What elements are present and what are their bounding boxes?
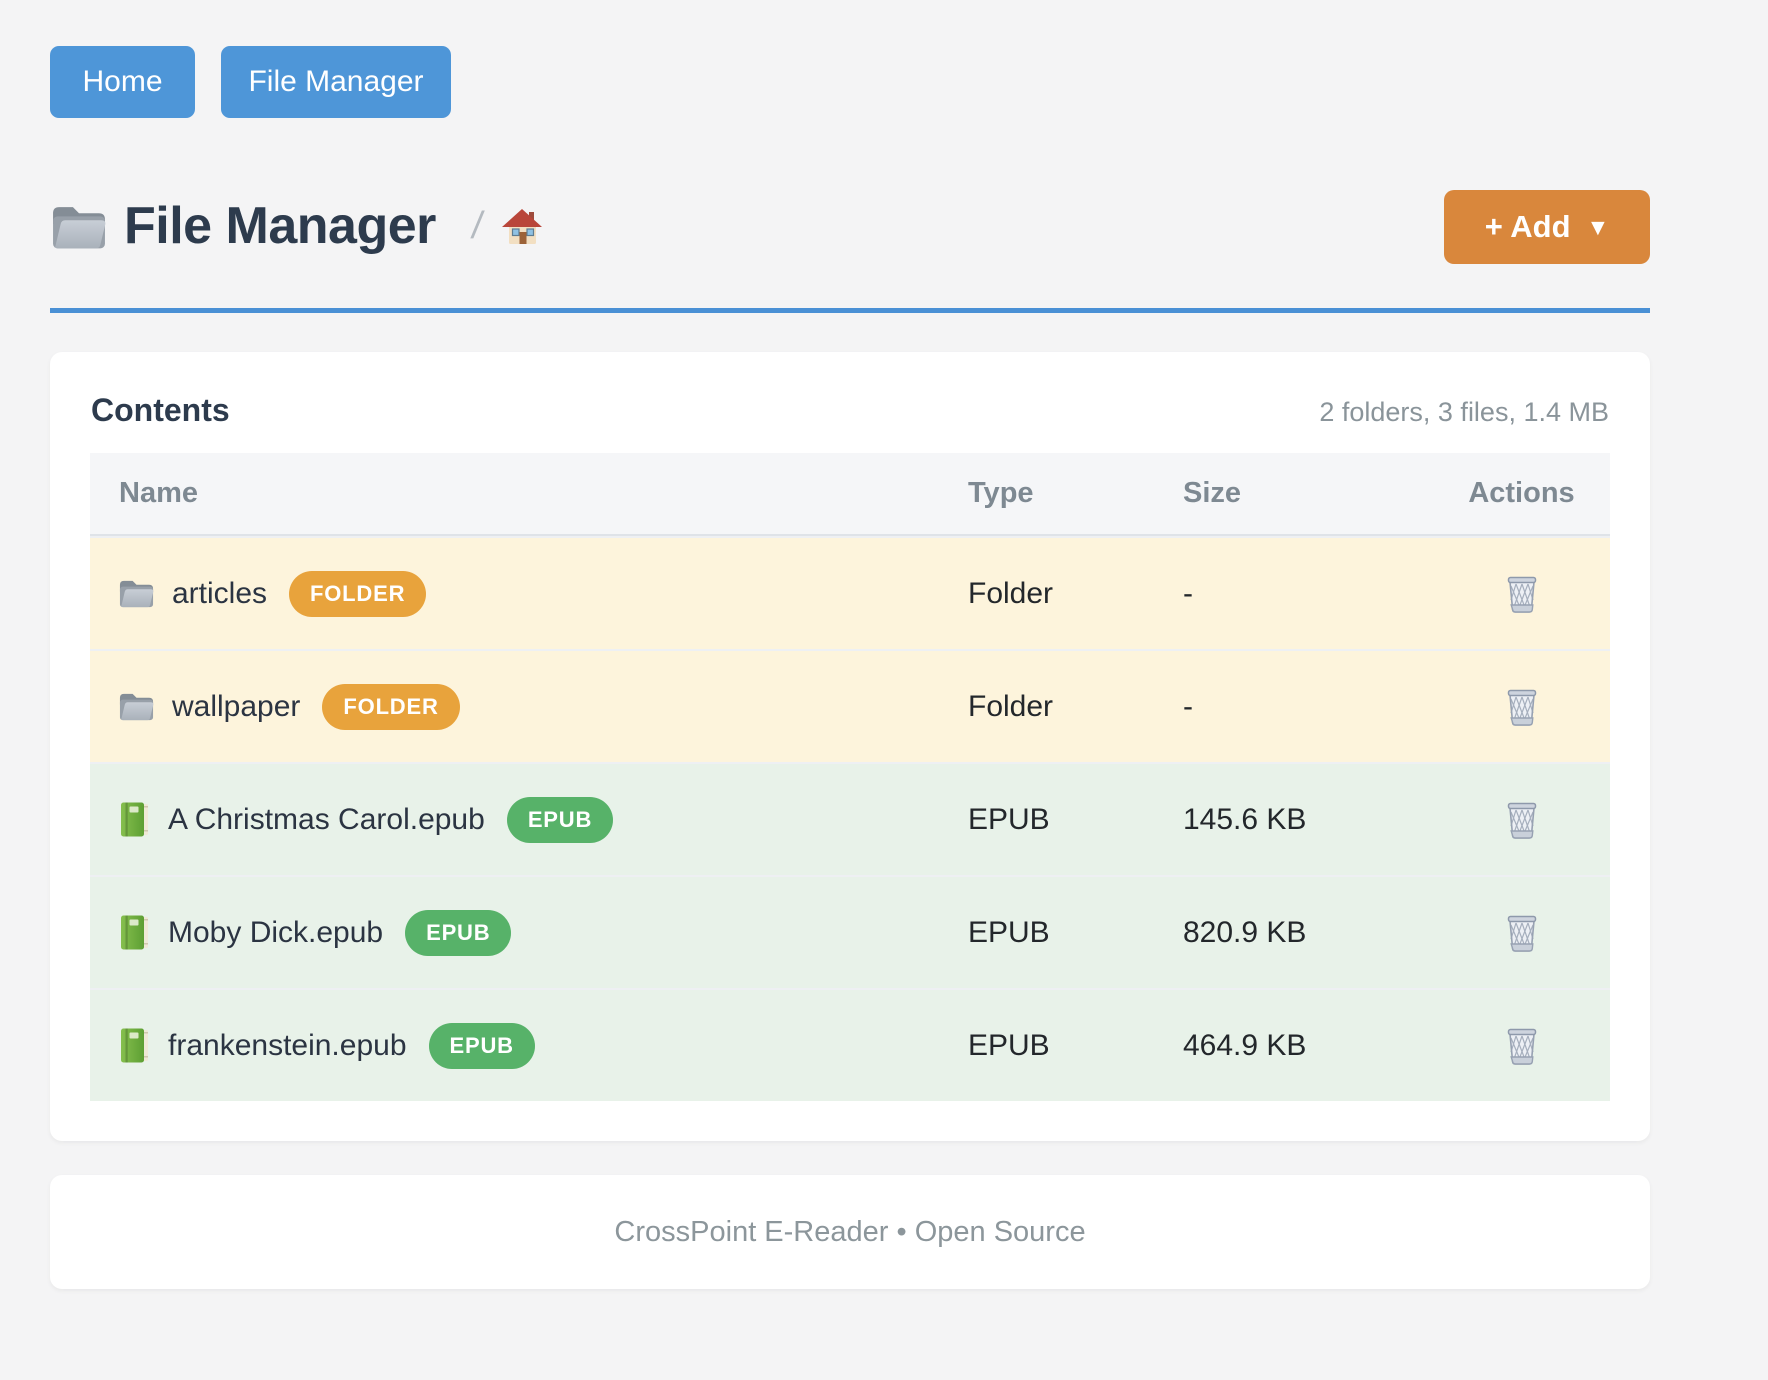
trash-icon bbox=[1507, 915, 1536, 952]
page-title: File Manager bbox=[124, 197, 436, 256]
green-book-icon bbox=[121, 915, 148, 950]
type-badge: FOLDER bbox=[322, 683, 460, 730]
add-button[interactable]: + Add ▼ bbox=[1444, 190, 1650, 264]
item-name[interactable]: Moby Dick.epub bbox=[168, 915, 384, 949]
table-row: frankenstein.epub EPUB EPUB 464.9 KB bbox=[90, 988, 1610, 1101]
green-book-icon bbox=[121, 1028, 148, 1063]
item-name[interactable]: frankenstein.epub bbox=[168, 1028, 407, 1062]
size-cell: 145.6 KB bbox=[1183, 802, 1307, 836]
type-cell: Folder bbox=[968, 576, 1054, 610]
table-row: Moby Dick.epub EPUB EPUB 820.9 KB bbox=[90, 875, 1610, 988]
delete-button[interactable] bbox=[1500, 570, 1544, 618]
top-nav: Home File Manager bbox=[50, 46, 1650, 118]
size-cell: 820.9 KB bbox=[1183, 915, 1307, 949]
trash-icon bbox=[1507, 1028, 1536, 1065]
size-cell: - bbox=[1183, 689, 1193, 723]
table-row: wallpaper FOLDER Folder - bbox=[90, 649, 1610, 762]
green-book-icon bbox=[121, 802, 148, 837]
delete-button[interactable] bbox=[1500, 1022, 1544, 1070]
breadcrumb-separator: / bbox=[468, 205, 486, 248]
footer-text: CrossPoint E-Reader • Open Source bbox=[614, 1215, 1086, 1248]
type-cell: Folder bbox=[968, 689, 1054, 723]
type-badge: EPUB bbox=[506, 796, 614, 843]
column-header-name: Name bbox=[119, 477, 198, 509]
folder-icon bbox=[53, 207, 106, 249]
type-cell: EPUB bbox=[968, 802, 1050, 836]
column-header-actions: Actions bbox=[1468, 477, 1575, 509]
footer-card: CrossPoint E-Reader • Open Source bbox=[50, 1175, 1650, 1289]
delete-button[interactable] bbox=[1500, 683, 1544, 731]
contents-summary: 2 folders, 3 files, 1.4 MB bbox=[1319, 397, 1609, 427]
column-header-type: Type bbox=[968, 477, 1034, 509]
type-badge: FOLDER bbox=[289, 570, 427, 617]
item-name[interactable]: wallpaper bbox=[172, 689, 301, 723]
size-cell: 464.9 KB bbox=[1183, 1028, 1307, 1062]
item-name[interactable]: articles bbox=[172, 576, 268, 610]
column-header-size: Size bbox=[1183, 477, 1242, 509]
type-badge: EPUB bbox=[405, 909, 512, 956]
type-cell: EPUB bbox=[968, 1028, 1050, 1062]
delete-button[interactable] bbox=[1500, 796, 1544, 844]
item-name[interactable]: A Christmas Carol.epub bbox=[168, 802, 485, 836]
table-header-row: Name Type Size Actions bbox=[90, 453, 1610, 536]
folder-icon bbox=[119, 693, 154, 721]
breadcrumb-home-link[interactable] bbox=[502, 208, 543, 246]
type-badge: EPUB bbox=[428, 1022, 535, 1069]
house-icon bbox=[502, 208, 543, 245]
folder-icon bbox=[119, 580, 154, 608]
home-button[interactable]: Home bbox=[50, 46, 195, 118]
delete-button[interactable] bbox=[1500, 909, 1544, 957]
type-cell: EPUB bbox=[968, 915, 1050, 949]
table-row: articles FOLDER Folder - bbox=[90, 536, 1610, 649]
add-button-label: + Add bbox=[1484, 209, 1571, 244]
table-row: A Christmas Carol.epub EPUB EPUB 145.6 K… bbox=[90, 762, 1610, 875]
chevron-down-icon: ▼ bbox=[1586, 213, 1610, 240]
file-manager-button[interactable]: File Manager bbox=[221, 46, 451, 118]
trash-icon bbox=[1507, 689, 1536, 726]
size-cell: - bbox=[1183, 576, 1193, 610]
title-row: File Manager / + Add ▼ bbox=[50, 190, 1650, 264]
contents-title: Contents bbox=[91, 392, 230, 428]
contents-card: Contents 2 folders, 3 files, 1.4 MB Name… bbox=[50, 352, 1650, 1141]
page: Home File Manager File Manager / + Add ▼… bbox=[50, 46, 1650, 1289]
files-table: Name Type Size Actions articles FOLDER F… bbox=[90, 453, 1610, 1101]
trash-icon bbox=[1507, 576, 1536, 613]
trash-icon bbox=[1507, 802, 1536, 839]
title-underline bbox=[50, 308, 1650, 313]
